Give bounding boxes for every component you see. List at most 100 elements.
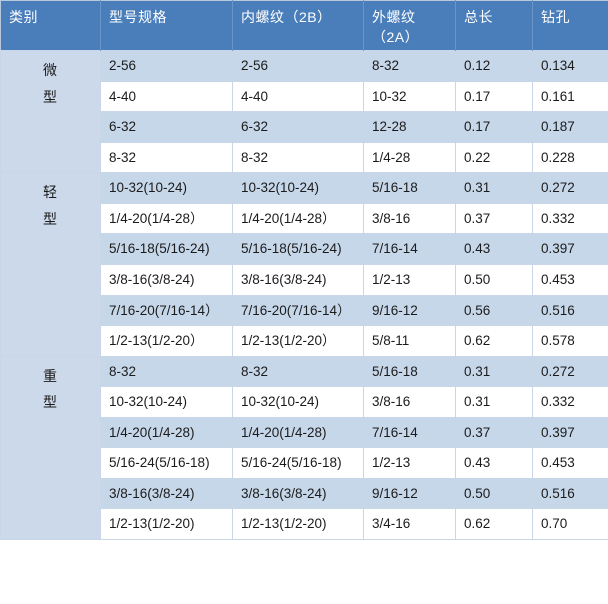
- category-label: 轻型: [42, 184, 58, 227]
- category-label: 微型: [42, 62, 58, 105]
- header-drill-hole: 钻孔: [532, 0, 608, 51]
- cell-total-length: 0.31: [455, 386, 533, 418]
- cell-external-thread: 10-32: [363, 80, 456, 113]
- cell-total-length: 0.31: [455, 172, 533, 204]
- cell-model-spec: 10-32(10-24): [100, 386, 233, 418]
- cell-total-length: 0.50: [455, 477, 533, 510]
- cell-drill-hole: 0.332: [532, 386, 608, 418]
- cell-total-length: 0.12: [455, 50, 533, 82]
- cell-total-length: 0.56: [455, 294, 533, 327]
- header-model-spec: 型号规格: [100, 0, 233, 51]
- table-row: 8-32 8-32 1/4-28 0.22 0.228: [1, 141, 608, 174]
- cell-drill-hole: 0.578: [532, 325, 608, 357]
- table-row: 4-40 4-40 10-32 0.17 0.161: [1, 80, 608, 113]
- table-row: 5/16-18(5/16-24) 5/16-18(5/16-24) 7/16-14 0…: [1, 233, 608, 265]
- cell-drill-hole: 0.453: [532, 263, 608, 296]
- cell-total-length: 0.37: [455, 202, 533, 235]
- cell-drill-hole: 0.516: [532, 294, 608, 327]
- thread-spec-table: 类别 型号规格 内螺纹（2B） 外螺纹（2A） 总长 钻孔 微型 2-56 2-56…: [0, 0, 608, 541]
- cell-internal-thread: 6-32: [232, 111, 364, 143]
- cell-external-thread: 1/2-13: [363, 263, 456, 296]
- table-row: 3/8-16(3/8-24) 3/8-16(3/8-24) 1/2-13 0.50 0.…: [1, 263, 608, 296]
- header-row: 类别 型号规格 内螺纹（2B） 外螺纹（2A） 总长 钻孔: [0, 0, 608, 51]
- table-row: 6-32 6-32 12-28 0.17 0.187: [1, 111, 608, 143]
- cell-model-spec: 5/16-18(5/16-24): [100, 233, 233, 265]
- cell-external-thread: 3/4-16: [363, 508, 456, 540]
- cell-model-spec: 2-56: [100, 50, 233, 82]
- cell-model-spec: 3/8-16(3/8-24): [100, 477, 233, 510]
- cell-drill-hole: 0.70: [532, 508, 608, 540]
- header-external-thread: 外螺纹（2A）: [363, 0, 456, 51]
- cell-total-length: 0.22: [455, 141, 533, 174]
- cell-external-thread: 9/16-12: [363, 294, 456, 327]
- cell-total-length: 0.62: [455, 508, 533, 540]
- cell-external-thread: 7/16-14: [363, 233, 456, 265]
- table-row: 7/16-20(7/16-14） 7/16-20(7/16-14） 9/16-12 0…: [1, 294, 608, 327]
- header-internal-thread: 内螺纹（2B）: [232, 0, 364, 51]
- cell-category: 轻型: [0, 172, 101, 357]
- cell-internal-thread: 1/2-13(1/2-20): [232, 508, 364, 540]
- cell-total-length: 0.31: [455, 355, 533, 388]
- table-row: 1/4-20(1/4-28) 1/4-20(1/4-28) 7/16-14 0.37 0…: [1, 416, 608, 449]
- cell-external-thread: 5/16-18: [363, 172, 456, 204]
- cell-internal-thread: 1/2-13(1/2-20）: [232, 325, 364, 357]
- cell-model-spec: 1/4-20(1/4-28): [100, 416, 233, 449]
- table-row: 重型 8-32 8-32 5/16-18 0.31 0.272: [0, 355, 608, 541]
- cell-total-length: 0.62: [455, 325, 533, 357]
- cell-drill-hole: 0.516: [532, 477, 608, 510]
- cell-model-spec: 7/16-20(7/16-14）: [100, 294, 233, 327]
- cell-drill-hole: 0.161: [532, 80, 608, 113]
- cell-model-spec: 3/8-16(3/8-24): [100, 263, 233, 296]
- table-row: 轻型 10-32(10-24) 10-32(10-24) 5/16-18 0.31 0.2…: [0, 172, 608, 357]
- cell-internal-thread: 8-32: [232, 355, 364, 388]
- cell-drill-hole: 0.397: [532, 233, 608, 265]
- cell-drill-hole: 0.332: [532, 202, 608, 235]
- cell-model-spec: 5/16-24(5/16-18): [100, 447, 233, 479]
- cell-total-length: 0.17: [455, 80, 533, 113]
- cell-model-spec: 1/2-13(1/2-20）: [100, 325, 233, 357]
- table-row: 微型 2-56 2-56 8-32 0.12 0.134: [0, 49, 608, 174]
- cell-internal-thread: 5/16-18(5/16-24): [232, 233, 364, 265]
- cell-internal-thread: 3/8-16(3/8-24): [232, 477, 364, 510]
- cell-internal-thread: 7/16-20(7/16-14）: [232, 294, 364, 327]
- cell-total-length: 0.50: [455, 263, 533, 296]
- cell-model-spec: 1/4-20(1/4-28）: [100, 202, 233, 235]
- cell-external-thread: 1/2-13: [363, 447, 456, 479]
- cell-drill-hole: 0.272: [532, 355, 608, 388]
- cell-drill-hole: 0.453: [532, 447, 608, 479]
- cell-external-thread: 1/4-28: [363, 141, 456, 174]
- category-label: 重型: [42, 367, 58, 411]
- cell-drill-hole: 0.187: [532, 111, 608, 143]
- header-total-length: 总长: [455, 0, 533, 51]
- cell-internal-thread: 1/4-20(1/4-28）: [232, 202, 364, 235]
- cell-drill-hole: 0.272: [532, 172, 608, 204]
- table-row: 3/8-16(3/8-24) 3/8-16(3/8-24) 9/16-12 0.50 0…: [1, 477, 608, 510]
- cell-drill-hole: 0.228: [532, 141, 608, 174]
- cell-internal-thread: 10-32(10-24): [232, 172, 364, 204]
- cell-total-length: 0.37: [455, 416, 533, 449]
- table-row: 1/4-20(1/4-28） 1/4-20(1/4-28） 3/8-16 0.37 0.…: [1, 202, 608, 235]
- cell-drill-hole: 0.134: [532, 50, 608, 82]
- cell-external-thread: 5/8-11: [363, 325, 456, 357]
- cell-external-thread: 7/16-14: [363, 416, 456, 449]
- cell-model-spec: 6-32: [100, 111, 233, 143]
- cell-internal-thread: 1/4-20(1/4-28): [232, 416, 364, 449]
- cell-model-spec: 1/2-13(1/2-20): [100, 508, 233, 540]
- cell-external-thread: 3/8-16: [363, 386, 456, 418]
- cell-external-thread: 3/8-16: [363, 202, 456, 235]
- cell-model-spec: 8-32: [100, 141, 233, 174]
- cell-internal-thread: 2-56: [232, 50, 364, 82]
- cell-drill-hole: 0.397: [532, 416, 608, 449]
- cell-internal-thread: 3/8-16(3/8-24): [232, 263, 364, 296]
- cell-internal-thread: 4-40: [232, 80, 364, 113]
- cell-total-length: 0.43: [455, 447, 533, 479]
- table-header: 类别 型号规格 内螺纹（2B） 外螺纹（2A） 总长 钻孔: [0, 0, 608, 51]
- cell-category: 重型: [0, 355, 101, 541]
- cell-external-thread: 12-28: [363, 111, 456, 143]
- table-body: 微型 2-56 2-56 8-32 0.12 0.134 4-40 4-40 10-32 0.17…: [0, 49, 608, 541]
- cell-model-spec: 4-40: [100, 80, 233, 113]
- table-row: 1/2-13(1/2-20） 1/2-13(1/2-20） 5/8-11 0.62 0.…: [1, 325, 608, 357]
- cell-internal-thread: 5/16-24(5/16-18): [232, 447, 364, 479]
- cell-category: 微型: [0, 49, 101, 174]
- table-row: 5/16-24(5/16-18) 5/16-24(5/16-18) 1/2-13 0.…: [1, 447, 608, 479]
